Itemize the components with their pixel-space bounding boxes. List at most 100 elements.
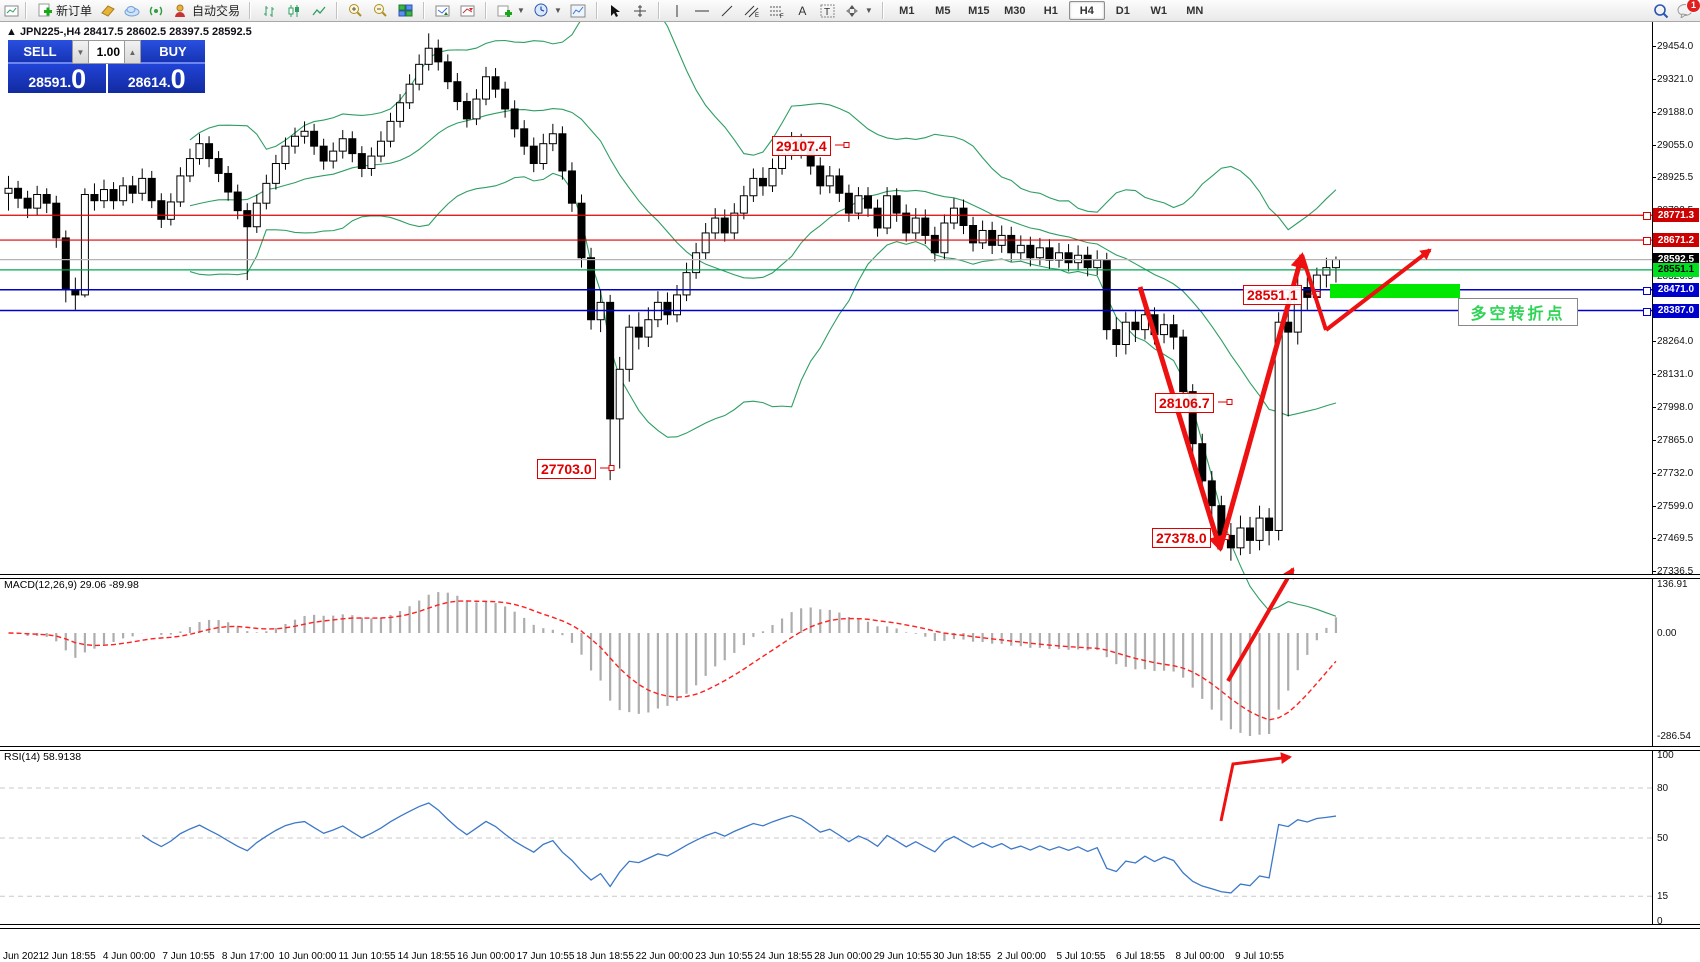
- bottom-axis-separator: [0, 924, 1700, 929]
- axis-tick-label: 29454.0: [1657, 41, 1694, 52]
- autotrading-label: 自动交易: [192, 4, 241, 18]
- new-order-icon: [36, 3, 53, 19]
- axis-tick-mark: [1652, 406, 1656, 408]
- axis-tick-mark: [1652, 46, 1656, 47]
- axis-tick-label: 27732.0: [1657, 467, 1694, 479]
- buy-price[interactable]: 28614. 0: [107, 64, 205, 93]
- axis-tick-label: 28264.0: [1657, 336, 1694, 348]
- macd-pane-separator[interactable]: [0, 574, 1700, 579]
- cursor-icon[interactable]: [603, 3, 628, 19]
- rsi-scale-label: 80: [1657, 782, 1669, 794]
- cloud-icon[interactable]: [120, 1, 145, 20]
- shapes-button[interactable]: ▼: [840, 1, 877, 20]
- time-axis-label: 10 Jun 00:00: [278, 951, 337, 962]
- volume-down-button[interactable]: ▼: [72, 40, 89, 64]
- new-order-button[interactable]: 新订单: [32, 1, 96, 20]
- timeframe-clock-button[interactable]: ▼: [529, 1, 566, 20]
- axis-tick-mark: [1652, 144, 1656, 146]
- svg-text:E: E: [755, 13, 759, 18]
- time-axis-label: 4 Jun 00:00: [102, 951, 156, 962]
- price-annotation-label[interactable]: 27378.0: [1152, 528, 1211, 548]
- zoom-out-icon[interactable]: [368, 3, 393, 19]
- macd-scale-label: 136.91: [1657, 578, 1688, 590]
- time-axis-label: 16 Jun 00:00: [457, 951, 515, 962]
- time-axis-label: 8 Jun 17:00: [221, 951, 275, 962]
- indicator-window-icon[interactable]: [430, 3, 455, 19]
- label-icon[interactable]: T: [815, 3, 840, 19]
- timeframe-m15[interactable]: M15: [968, 4, 990, 17]
- timeframe-w1[interactable]: W1: [1150, 4, 1168, 17]
- crosshair-icon[interactable]: [628, 3, 653, 19]
- add-indicator-button[interactable]: ▼: [492, 1, 529, 20]
- one-click-trading-panel: SELL ▼ 1.00 ▲ BUY 28591. 0 28614. 0: [8, 40, 205, 93]
- timeframe-m30[interactable]: M30: [1004, 4, 1026, 17]
- volume-input[interactable]: 1.00: [89, 40, 124, 64]
- zoom-in-icon[interactable]: [343, 3, 368, 19]
- time-axis-label: 24 Jun 18:55: [754, 951, 813, 962]
- trendline-icon[interactable]: [715, 3, 740, 19]
- timeframe-d1[interactable]: D1: [1115, 4, 1130, 17]
- price-annotation-label[interactable]: 27703.0: [537, 459, 596, 479]
- line-anchor[interactable]: [1643, 212, 1651, 221]
- axis-tick-label: 27865.0: [1657, 434, 1694, 446]
- volume-up-button[interactable]: ▲: [124, 40, 141, 64]
- chart-window-icon[interactable]: [3, 3, 20, 19]
- chat-icon[interactable]: 1: [1677, 0, 1700, 19]
- time-axis-label: 2 Jul 00:00: [997, 951, 1046, 962]
- time-axis-label: Jun 2021: [3, 951, 45, 962]
- axis-tick-label: 28925.5: [1657, 172, 1694, 184]
- timeframe-h1[interactable]: H1: [1043, 4, 1058, 17]
- axis-tick-label: 28131.0: [1657, 369, 1694, 381]
- axis-tick-mark: [1652, 571, 1656, 572]
- axis-tick-mark: [1652, 538, 1656, 540]
- timeframe-mn[interactable]: MN: [1186, 4, 1204, 17]
- time-axis-label: 7 Jun 10:55: [162, 951, 215, 962]
- sell-button[interactable]: SELL: [8, 40, 72, 64]
- axis-tick-mark: [1652, 439, 1656, 441]
- fibonacci-icon[interactable]: F: [765, 3, 790, 19]
- timeframe-m1[interactable]: M1: [899, 4, 915, 17]
- line-chart-icon[interactable]: [306, 3, 331, 19]
- price-annotation-label[interactable]: 28106.7: [1155, 393, 1214, 413]
- main-toolbar: 新订单 自动交易: [0, 0, 1700, 22]
- signal-icon[interactable]: [145, 1, 168, 20]
- sell-price[interactable]: 28591. 0: [8, 64, 106, 93]
- line-anchor[interactable]: [1643, 286, 1651, 295]
- text-icon[interactable]: A: [798, 3, 807, 18]
- rsi-scale-label: 0: [1657, 916, 1663, 928]
- buy-button[interactable]: BUY: [141, 40, 205, 64]
- price-annotation-label[interactable]: 29107.4: [772, 136, 831, 156]
- svg-text:T: T: [824, 7, 830, 18]
- line-anchor[interactable]: [1643, 307, 1651, 316]
- autotrading-button[interactable]: 自动交易: [168, 1, 244, 20]
- clock-caret: ▼: [553, 6, 562, 15]
- axis-tick-label: 29188.0: [1657, 106, 1694, 118]
- axis-price-label: 28671.2: [1653, 233, 1699, 248]
- horizontal-line-icon[interactable]: [690, 3, 715, 19]
- axis-tick-mark: [1652, 472, 1656, 474]
- time-axis-label: 17 Jun 10:55: [516, 951, 575, 962]
- rsi-pane-separator[interactable]: [0, 746, 1700, 751]
- tile-windows-icon[interactable]: [393, 3, 418, 19]
- channel-icon[interactable]: E: [740, 3, 765, 19]
- time-axis-label: 2 Jun 18:55: [43, 951, 96, 962]
- candlestick-icon[interactable]: [281, 3, 306, 19]
- macd-scale-label: 0.00: [1657, 628, 1677, 639]
- axis-tick-mark: [1652, 505, 1656, 507]
- timeframe-m5[interactable]: M5: [935, 4, 951, 17]
- time-axis-label: 28 Jun 00:00: [814, 951, 872, 962]
- price-annotation-label[interactable]: 28551.1: [1243, 285, 1302, 305]
- time-axis-label: 5 Jul 10:55: [1056, 951, 1106, 962]
- bar-chart-icon[interactable]: [256, 3, 281, 19]
- eraser-icon[interactable]: [96, 1, 120, 20]
- note-annotation[interactable]: 多空转折点: [1458, 298, 1578, 326]
- line-anchor[interactable]: [1643, 237, 1651, 246]
- search-icon[interactable]: [1652, 3, 1669, 19]
- indicator-list-icon[interactable]: [455, 3, 480, 19]
- sell-price-big: 0: [71, 64, 86, 94]
- vertical-line-icon[interactable]: [665, 3, 690, 19]
- chart-canvas: [0, 22, 1652, 897]
- chart-area[interactable]: ▲ JPN225-,H4 28417.5 28602.5 28397.5 285…: [0, 22, 1700, 962]
- template-icon[interactable]: [566, 3, 591, 19]
- timeframe-h4[interactable]: H4: [1068, 1, 1105, 20]
